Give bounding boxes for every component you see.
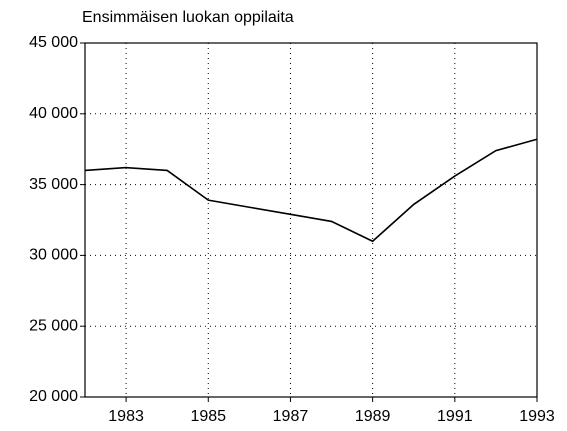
chart-title: Ensimmäisen luokan oppilaita: [82, 9, 294, 26]
y-tick-label: 40 000: [29, 105, 78, 122]
y-tick-label: 20 000: [29, 388, 78, 405]
y-tick-label: 35 000: [29, 176, 78, 193]
y-tick-label: 45 000: [29, 34, 78, 51]
y-tick-label: 25 000: [29, 317, 78, 334]
data-line: [84, 138, 538, 243]
x-tick-label: 1993: [519, 408, 555, 425]
x-tick-label: 1983: [108, 408, 144, 425]
x-tick-label: 1989: [355, 408, 391, 425]
plot-frame: [84, 42, 538, 398]
x-tick-label: 1987: [273, 408, 309, 425]
x-tick-label: 1985: [190, 408, 226, 425]
x-tick-label: 1991: [437, 408, 473, 425]
y-tick-label: 30 000: [29, 247, 78, 264]
